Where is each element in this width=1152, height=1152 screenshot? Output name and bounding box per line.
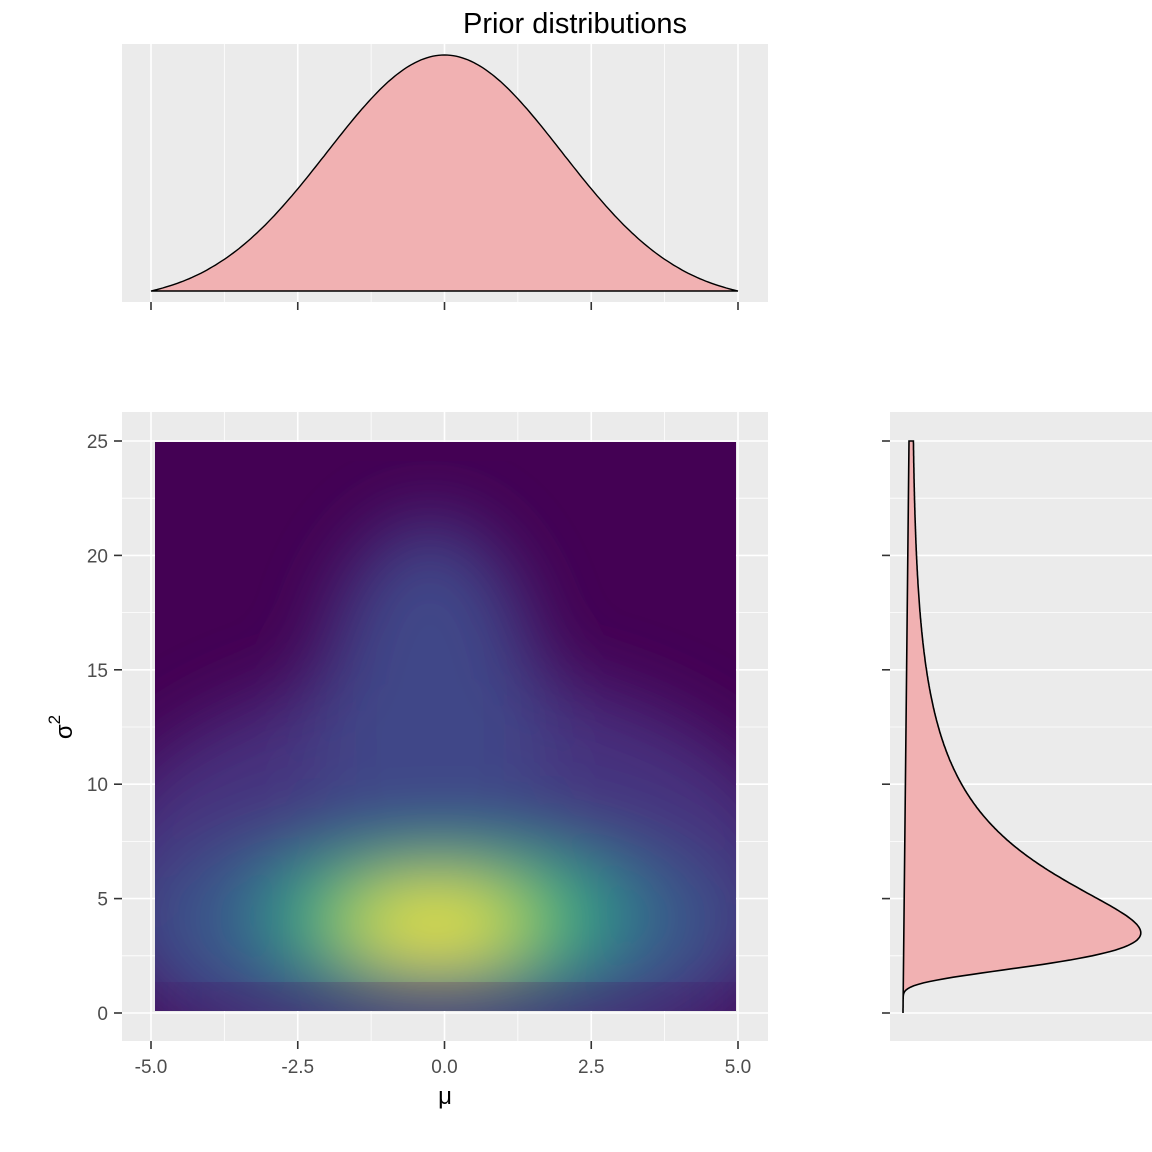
joint-density-heatmap: [155, 520, 736, 1011]
y-tick-label: 5: [97, 890, 108, 911]
y-tick-label: 10: [87, 775, 108, 796]
y-tick-label: 0: [97, 1004, 108, 1025]
chart-title: Prior distributions: [463, 8, 687, 40]
svg-text:σ2: σ2: [45, 715, 78, 739]
y-tick-label: 15: [87, 661, 108, 682]
top-panel-x-ticks: [150, 302, 739, 310]
normal-prior-density-area: [151, 55, 738, 291]
x-tick-label: -5.0: [135, 1057, 168, 1078]
density-peak: [350, 893, 520, 957]
inverse-gamma-prior-density-area: [903, 441, 1141, 1013]
y-axis-title-superscript: 2: [45, 715, 64, 724]
y-tick-label: 25: [87, 432, 108, 453]
right-marginal-panel: [882, 412, 1152, 1041]
joint-density-panel: -5.0 -2.5 0.0 2.5 5.0 0 5 10 15 20 25: [87, 412, 768, 1078]
y-tick-label: 20: [87, 546, 108, 567]
x-tick-label: 5.0: [725, 1057, 751, 1078]
density-region-upper-plume: [320, 520, 540, 920]
inverse-gamma-prior-density-line: [902, 440, 1142, 1014]
y-axis-title-symbol: σ: [51, 724, 78, 739]
x-tick-label: 2.5: [578, 1057, 604, 1078]
heatmap-floor: [155, 985, 736, 1011]
right-panel-y-ticks: [882, 440, 890, 1014]
top-marginal-panel: [122, 44, 768, 310]
main-x-ticks: -5.0 -2.5 0.0 2.5 5.0: [135, 1041, 751, 1078]
x-axis-title: μ: [438, 1083, 452, 1110]
normal-prior-density-line: [150, 54, 739, 292]
x-tick-label: -2.5: [281, 1057, 314, 1078]
x-tick-label: 0.0: [431, 1057, 457, 1078]
main-y-ticks: 0 5 10 15 20 25: [87, 432, 122, 1025]
y-axis-title: σ2: [45, 715, 78, 739]
